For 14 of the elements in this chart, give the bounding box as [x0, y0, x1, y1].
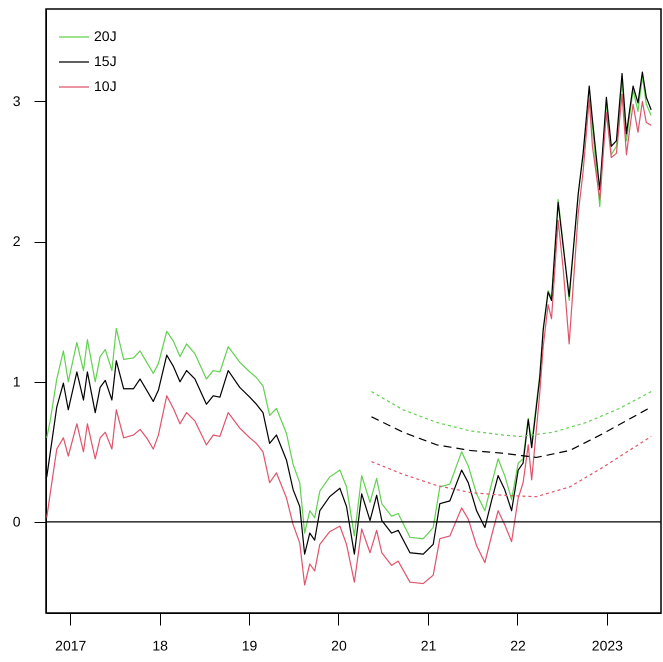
x-tick-label: 21 [420, 638, 437, 654]
x-tick-label: 2023 [592, 638, 624, 654]
x-tick-label: 19 [242, 638, 258, 654]
x-tick-label: 18 [152, 638, 168, 654]
y-tick-label: 2 [12, 233, 21, 250]
y-tick-label: 1 [12, 373, 21, 390]
y-tick-label: 3 [12, 92, 21, 109]
x-tick-label: 22 [510, 638, 526, 654]
legend-label: 20J [94, 28, 117, 44]
legend-label: 15J [94, 53, 117, 69]
x-tick-label: 2017 [55, 638, 87, 654]
x-tick-label: 20 [331, 638, 347, 654]
legend-label: 10J [94, 78, 117, 94]
y-tick-label: 0 [12, 513, 21, 530]
